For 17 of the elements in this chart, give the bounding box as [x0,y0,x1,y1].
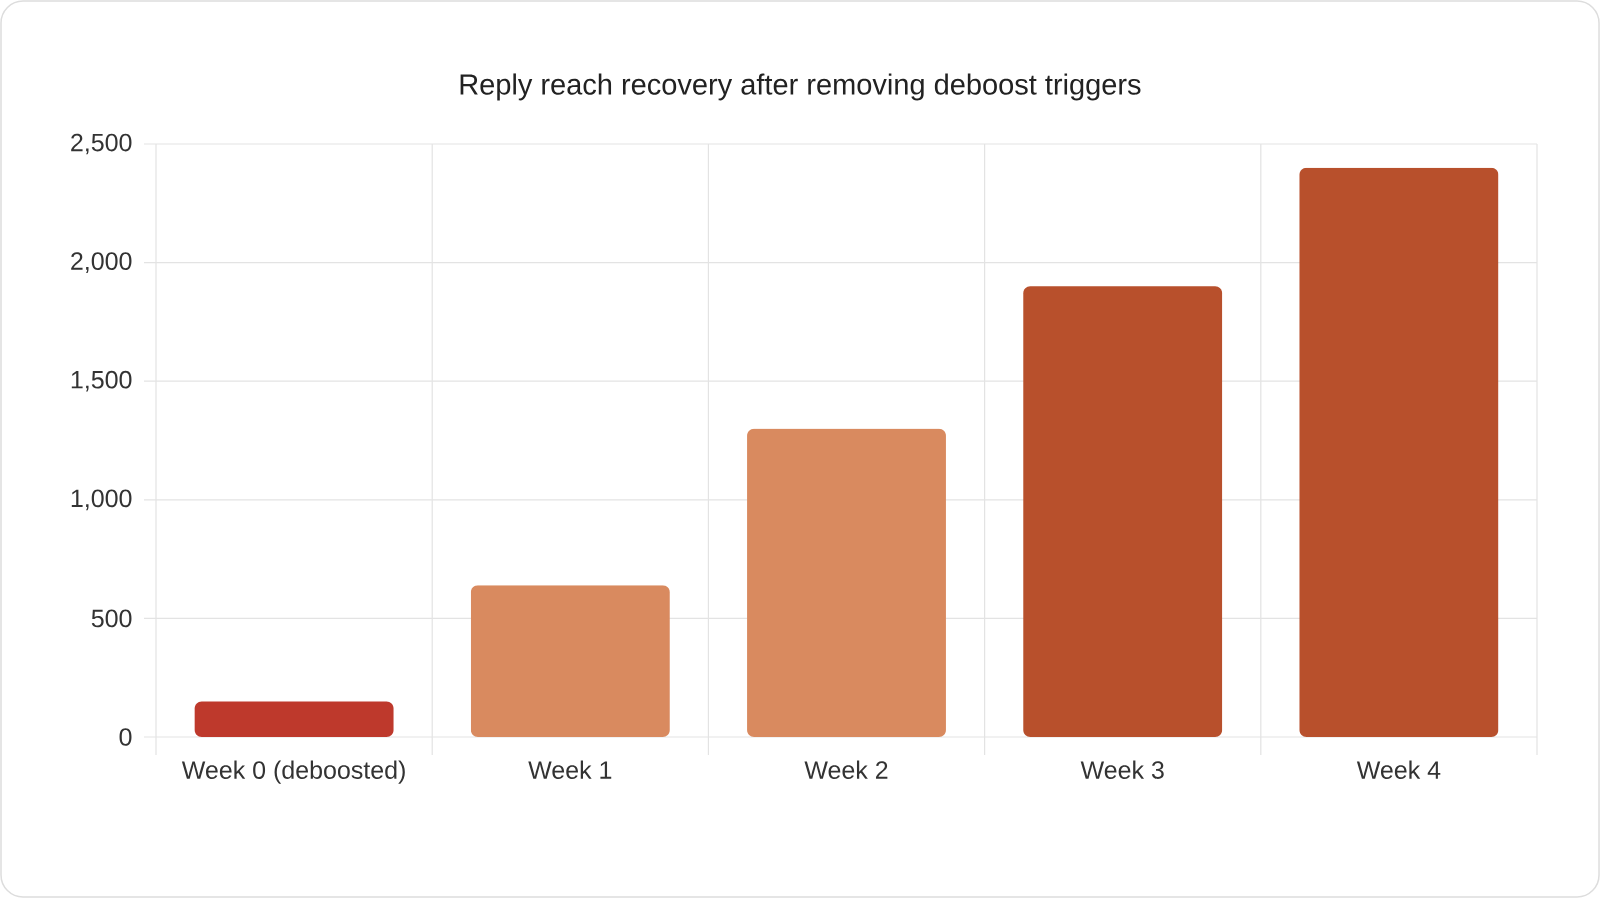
bar [1023,286,1223,737]
y-tick-label: 1,000 [71,489,132,511]
x-tick-label: Week 0 (deboosted) [181,760,405,784]
x-tick-label: Week 1 [528,760,612,779]
y-tick-label: 500 [91,609,132,628]
y-tick-label: 2,500 [71,133,132,155]
chart-title: Reply reach recovery after removing deboost triggers [460,73,1141,101]
x-tick-label: Week 4 [1356,760,1441,779]
y-tick-label: 0 [119,728,132,746]
bar [194,701,394,737]
bar [470,585,670,737]
y-tick-label: 1,500 [71,370,132,392]
x-tick-label: Week 3 [1080,760,1164,779]
y-tick-label: 2,000 [71,252,132,273]
x-tick-label: Week 2 [804,760,888,779]
bar [1299,167,1499,737]
bar [747,428,946,737]
